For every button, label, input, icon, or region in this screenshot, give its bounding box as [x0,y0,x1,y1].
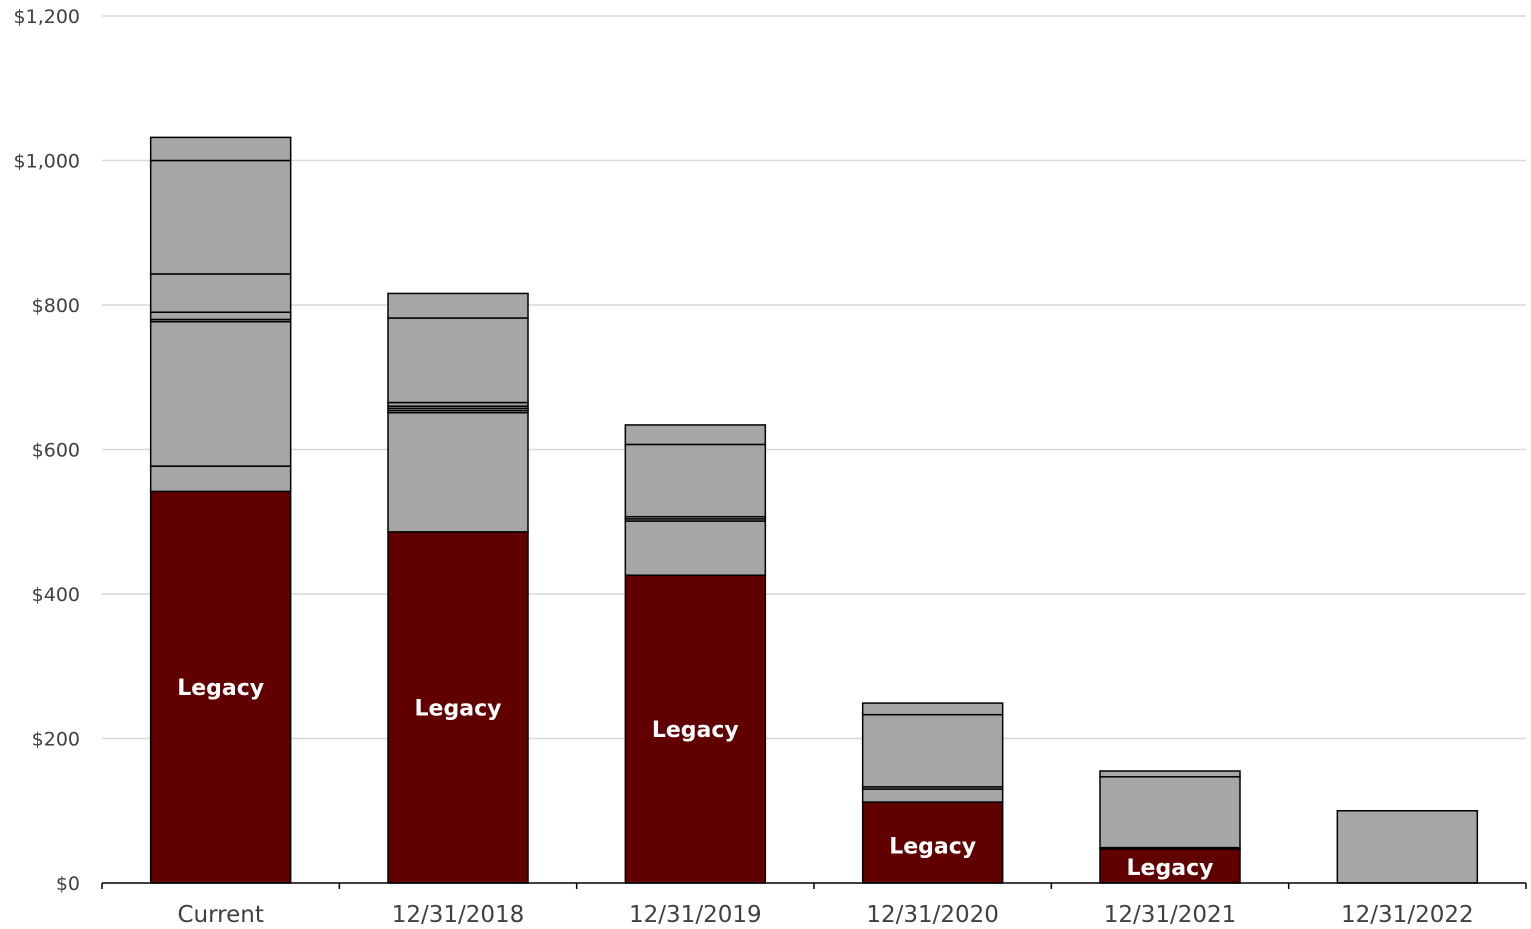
legacy-data-label: Legacy [415,696,502,721]
bar-segment-other [1099,776,1241,849]
bar-segment-other [387,292,529,319]
y-tick-label: $0 [56,873,80,895]
bar-segment-other [387,411,529,533]
x-category-label: Current [177,902,263,928]
bar-segment-other [149,311,292,321]
x-axis-category-labels: Current 12/31/2018 12/31/2019 12/31/2020 12/… [177,902,1473,928]
bar-segment-other [149,159,292,275]
legacy-data-label: Legacy [1127,856,1214,881]
bar-segment-other [624,443,767,518]
bars [149,136,1479,884]
bar-segment-other [861,702,1004,716]
legacy-data-label: Legacy [177,676,264,701]
x-category-label: 12/31/2019 [629,902,762,928]
y-tick-label: $1,000 [14,151,80,173]
bar-segment-legacy [387,531,529,884]
y-axis-tick-labels: $0 $200 $400 $600 $800 $1,000 $1,200 [14,6,80,895]
legacy-data-labels: Legacy Legacy Legacy Legacy Legacy [177,676,1213,881]
y-tick-label: $400 [32,584,80,606]
bar-segment-legacy [624,574,767,884]
x-axis [101,882,1527,889]
bar-segment-other [149,273,292,313]
bar-segment-legacy [861,801,1004,884]
bar-segment-other [149,465,292,493]
bar-segment-other [861,788,1004,803]
bar-segment-other [387,317,529,404]
bar-segment-other [861,713,1004,788]
bar-segment-other [624,520,767,576]
legacy-data-label: Legacy [889,835,976,860]
x-category-label: 12/31/2022 [1341,902,1474,928]
x-category-label: 12/31/2021 [1104,902,1237,928]
gridlines [102,15,1526,740]
x-category-label: 12/31/2020 [866,902,999,928]
bar-segment-other [1099,770,1241,778]
y-tick-label: $1,200 [14,6,80,28]
bar-segment-other [149,136,292,162]
bar-segment-other [1336,810,1479,884]
legacy-data-label: Legacy [652,718,739,743]
bar-segment-other [149,320,292,467]
y-tick-label: $200 [32,729,80,751]
bar-segment-other [624,424,767,446]
y-tick-label: $800 [32,295,80,317]
x-category-label: 12/31/2018 [392,902,525,928]
y-tick-label: $600 [32,440,80,462]
